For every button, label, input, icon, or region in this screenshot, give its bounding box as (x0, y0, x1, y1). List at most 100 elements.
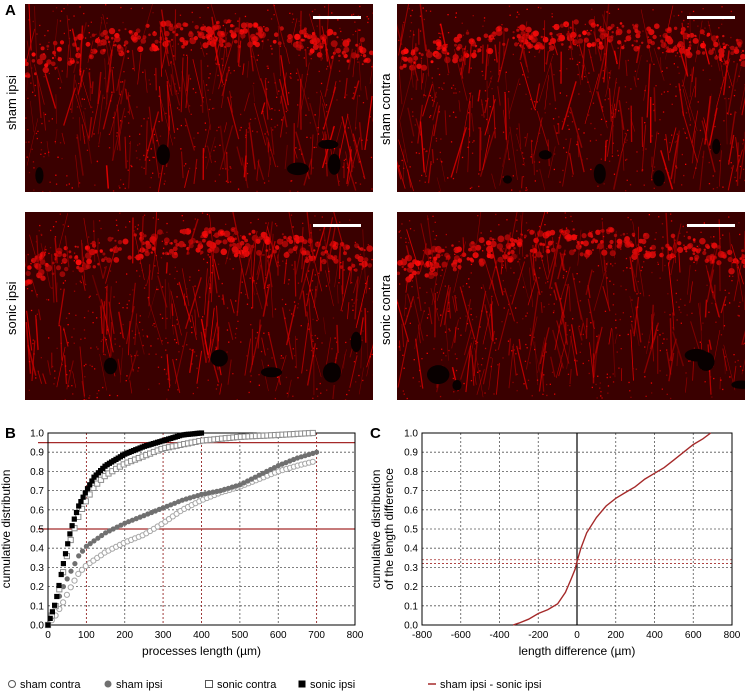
speckle (137, 144, 139, 146)
speckle (429, 259, 432, 261)
speckle (292, 315, 295, 317)
process (465, 299, 471, 332)
process (116, 46, 127, 92)
soma (666, 38, 674, 45)
speckle (288, 92, 290, 94)
speckle (91, 52, 93, 54)
process (346, 149, 352, 184)
speckle (659, 370, 661, 372)
speckle (128, 300, 130, 302)
speckle (552, 118, 555, 120)
soma (124, 40, 129, 45)
process (669, 127, 677, 153)
plot-area (38, 429, 356, 629)
speckle (84, 108, 86, 110)
speckle (214, 180, 216, 182)
speckle (730, 113, 732, 115)
speckle (311, 289, 313, 291)
speckle (68, 18, 70, 21)
process (729, 111, 736, 145)
speckle (214, 160, 216, 163)
speckle (572, 318, 574, 320)
speckle (191, 326, 193, 328)
speckle (328, 270, 330, 273)
process (129, 380, 133, 394)
process (673, 235, 677, 264)
speckle (306, 73, 309, 75)
soma (643, 255, 646, 258)
soma (104, 256, 108, 261)
speckle (194, 218, 196, 220)
soma (601, 249, 608, 256)
speckle (740, 51, 743, 54)
soma (572, 228, 575, 231)
speckle (54, 259, 56, 261)
process (160, 9, 169, 54)
speckle (304, 49, 306, 51)
speckle (689, 360, 692, 362)
speckle (682, 225, 684, 228)
speckle (279, 45, 282, 47)
speckle (64, 280, 66, 282)
speckle (63, 8, 65, 10)
data-point (80, 494, 86, 500)
process (630, 323, 635, 334)
speckle (641, 333, 643, 335)
speckle (513, 272, 515, 274)
data-point (67, 584, 74, 591)
speckle (432, 230, 434, 232)
soma (591, 249, 594, 251)
process (618, 43, 622, 70)
speckle (445, 246, 447, 248)
speckle (549, 234, 551, 236)
speckle (142, 335, 145, 337)
vessel (210, 349, 228, 367)
speckle (153, 323, 155, 325)
speckle (738, 305, 740, 307)
soma (338, 54, 341, 58)
speckle (141, 329, 144, 331)
legend: sham contra sham ipsi sonic contra sonic ip… (8, 679, 355, 691)
soma (689, 256, 694, 261)
speckle (218, 174, 221, 176)
speckle (410, 22, 413, 24)
soma (367, 263, 373, 268)
speckle (601, 38, 603, 40)
process (497, 308, 510, 351)
process (554, 312, 563, 351)
speckle (163, 368, 166, 371)
data-point (73, 509, 80, 516)
process (369, 61, 373, 84)
process (552, 329, 564, 369)
speckle (154, 326, 156, 328)
process (703, 117, 708, 131)
speckle (587, 81, 589, 83)
soma (616, 238, 623, 245)
speckle (269, 256, 271, 258)
process (262, 37, 265, 50)
speckle (139, 262, 141, 264)
speckle (617, 8, 620, 10)
speckle (182, 345, 184, 347)
vessel (327, 153, 341, 175)
speckle (274, 109, 276, 111)
speckle (726, 251, 728, 253)
soma (743, 264, 745, 269)
speckle (79, 280, 81, 282)
speckle (561, 230, 563, 233)
speckle (142, 71, 144, 73)
speckle (712, 175, 714, 177)
legend-label: sham contra (20, 679, 81, 691)
process (170, 291, 182, 336)
speckle (315, 289, 317, 291)
process (79, 117, 81, 141)
speckle (440, 160, 442, 162)
speckle (470, 263, 473, 266)
y-tick-label: 0.5 (404, 525, 418, 536)
process (612, 153, 623, 190)
speckle (472, 57, 475, 59)
y-axis-label: cumulative distribution (0, 470, 13, 589)
y-tick-label: 0.4 (30, 544, 44, 555)
soma (525, 32, 530, 37)
speckle (147, 117, 150, 119)
